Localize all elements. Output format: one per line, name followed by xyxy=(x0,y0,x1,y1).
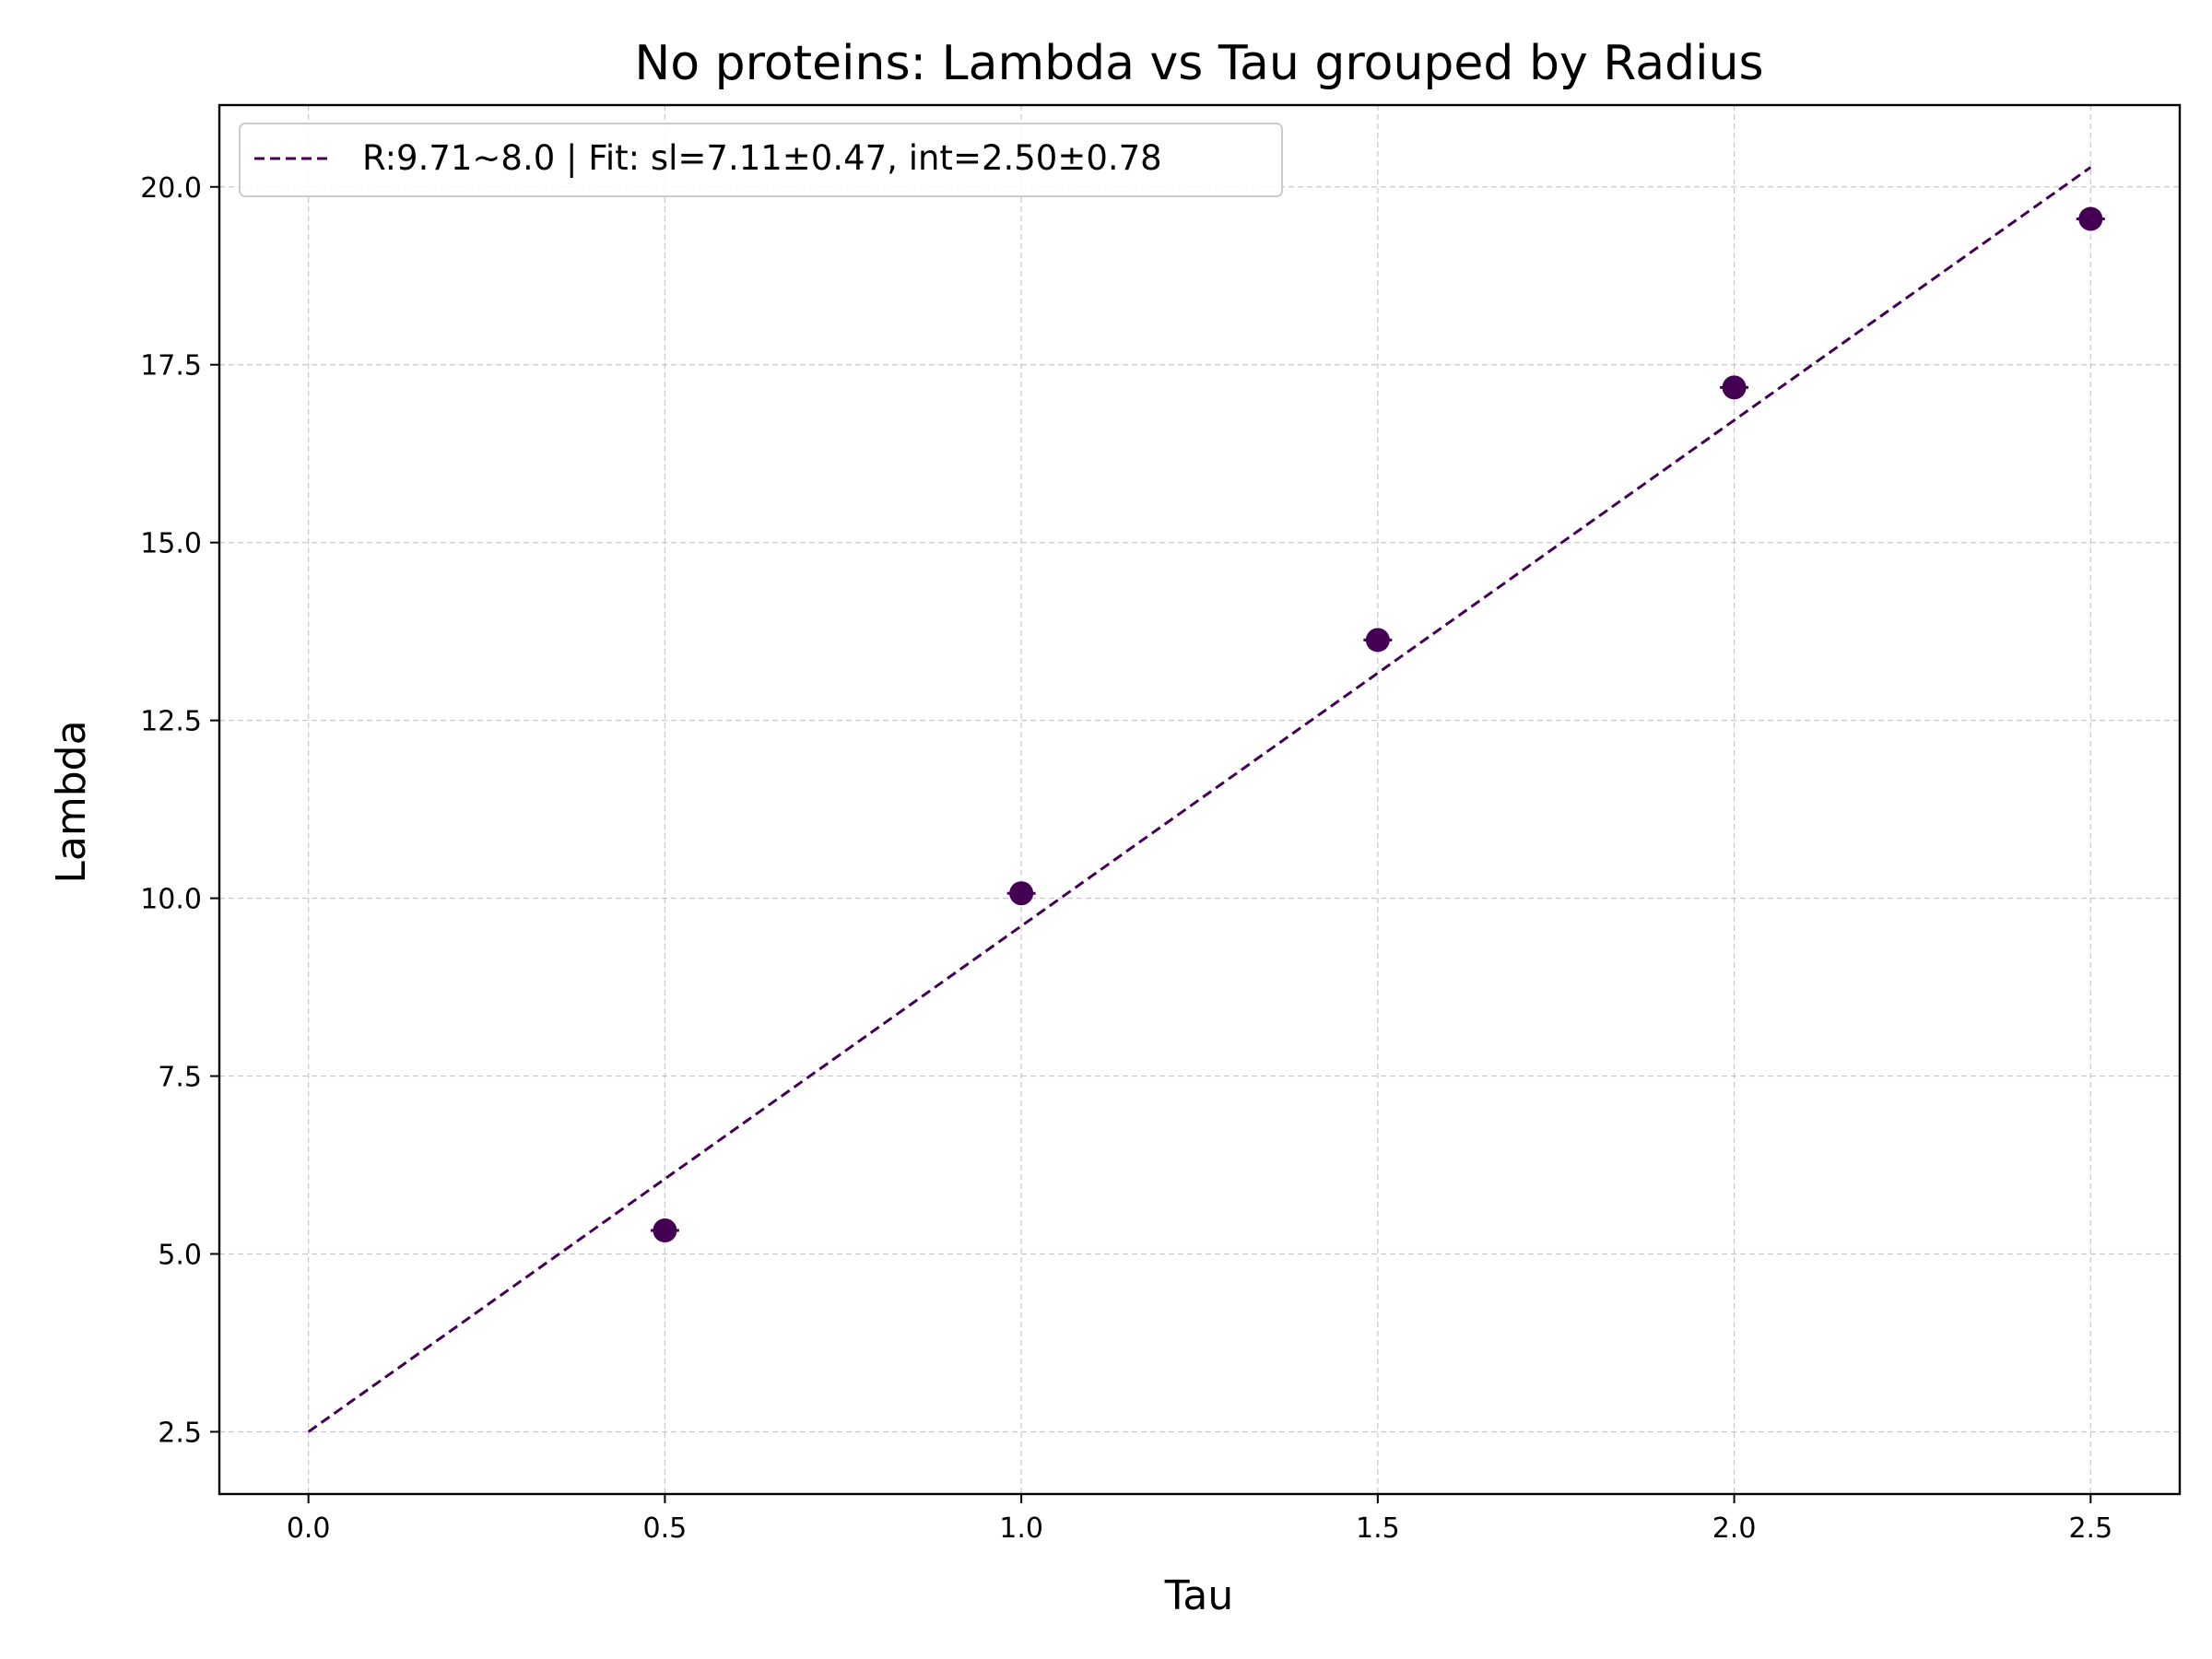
y-axis-label: Lambda xyxy=(48,720,95,883)
x-tick-label: 1.5 xyxy=(1356,1512,1400,1545)
data-marker xyxy=(653,1218,677,1243)
x-axis-label: Tau xyxy=(1164,1572,1233,1619)
y-tick-label: 17.5 xyxy=(140,350,202,382)
y-tick-label: 15.0 xyxy=(140,528,202,560)
y-tick-label: 10.0 xyxy=(140,884,202,916)
y-tick-label: 5.0 xyxy=(158,1240,202,1272)
legend-box xyxy=(239,123,1283,197)
x-tick-label: 0.0 xyxy=(287,1512,331,1545)
y-tick-label: 2.5 xyxy=(158,1417,202,1449)
data-marker xyxy=(2078,206,2103,231)
fit-layer xyxy=(307,166,2092,1433)
data-point xyxy=(650,1218,679,1243)
data-marker xyxy=(1009,881,1034,906)
x-tick-label: 0.5 xyxy=(643,1512,688,1545)
fit-line xyxy=(307,166,2092,1433)
y-tick-label: 12.5 xyxy=(140,706,202,738)
y-tick-label: 7.5 xyxy=(158,1062,202,1094)
legend-entry-label: R:9.71~8.0 | Fit: sl=7.11±0.47, int=2.50… xyxy=(362,138,1162,178)
x-tick-label: 2.0 xyxy=(1712,1512,1757,1545)
y-tick-label: 20.0 xyxy=(140,172,202,205)
x-tick-label: 1.0 xyxy=(999,1512,1043,1545)
data-marker xyxy=(1365,628,1390,653)
plot-frame xyxy=(218,103,2182,1496)
axes-layer: 0.0 0.5 1.0 1.5 2.0 2.5 2.5 5.0 7.5 10.0 12.5 15.0 1… xyxy=(140,103,2182,1545)
points-layer xyxy=(650,206,2105,1243)
data-point xyxy=(1363,628,1393,653)
data-marker xyxy=(1722,375,1747,400)
data-point xyxy=(1720,375,1749,400)
data-point xyxy=(2076,206,2105,231)
chart-title: No proteins: Lambda vs Tau grouped by Ra… xyxy=(634,36,1763,91)
x-tick-label: 2.5 xyxy=(2068,1512,2112,1545)
data-point xyxy=(1006,881,1036,906)
legend: R:9.71~8.0 | Fit: sl=7.11±0.47, int=2.50… xyxy=(239,123,1283,197)
